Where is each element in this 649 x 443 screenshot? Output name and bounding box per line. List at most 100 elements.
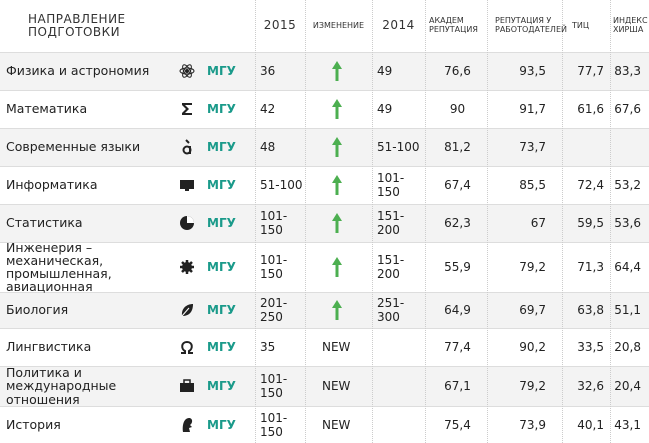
citations-value: 72,4 xyxy=(577,178,604,192)
hirsch-value: 20,8 xyxy=(614,340,641,354)
change-value: NEW xyxy=(322,340,351,354)
subject-name: Политика и международные отношения xyxy=(6,365,117,407)
citations-value: 32,6 xyxy=(577,379,604,393)
employer-value: 73,9 xyxy=(519,417,546,432)
hirsch-value: 64,4 xyxy=(614,260,641,274)
column-divider xyxy=(610,0,611,443)
column-header: РЕПУТАЦИЯ У РАБОТОДАТЕЛЕЙ xyxy=(495,16,567,34)
y2014-value: 49 xyxy=(377,64,393,78)
employer-value: 91,7 xyxy=(519,102,546,116)
hirsch-value: 53,6 xyxy=(614,216,641,230)
hirsch-value: 53,2 xyxy=(614,178,641,192)
academic-value: 67,1 xyxy=(444,379,471,393)
academic-value: 75,4 xyxy=(444,417,471,432)
y2014-value: 251-300 xyxy=(377,296,405,324)
column-header: НАПРАВЛЕНИЕ ПОДГОТОВКИ xyxy=(28,11,126,39)
subject-icon xyxy=(180,379,194,392)
subject-name: Математика xyxy=(6,101,88,117)
up-arrow xyxy=(332,300,342,320)
change-value: NEW xyxy=(322,417,351,432)
university: МГУ xyxy=(207,340,236,354)
university: МГУ xyxy=(207,260,236,274)
subject-icon xyxy=(180,260,194,274)
column-header: 2015 xyxy=(263,18,297,33)
up-arrow xyxy=(332,61,342,81)
employer-value: 93,5 xyxy=(519,64,546,78)
y2015-value: 35 xyxy=(260,340,276,354)
university: МГУ xyxy=(207,64,236,78)
subject-name: Физика и астрономия xyxy=(6,63,150,79)
academic-value: 55,9 xyxy=(444,260,471,274)
up-arrow xyxy=(332,257,342,277)
column-header: ТИЦ xyxy=(572,20,590,30)
y2015-value: 48 xyxy=(260,140,276,154)
row-bg xyxy=(0,128,649,166)
citations-value: 33,5 xyxy=(577,340,604,354)
subject-name: Инженерия – механическая, промышленная, … xyxy=(6,239,112,295)
hirsch-value: 83,3 xyxy=(614,64,641,78)
up-arrow xyxy=(332,213,342,233)
y2014-value: 101-150 xyxy=(377,171,405,199)
academic-value: 67,4 xyxy=(444,178,471,192)
academic-value: 77,4 xyxy=(444,340,471,354)
subject-icon xyxy=(180,180,194,191)
academic-value: 76,6 xyxy=(444,64,471,78)
employer-value: 85,5 xyxy=(519,178,546,192)
row-bg xyxy=(0,90,649,128)
university: МГУ xyxy=(207,140,236,154)
employer-value: 79,2 xyxy=(519,260,546,274)
hirsch-value: 20,4 xyxy=(614,379,641,393)
column-header: ИЗМЕНЕНИЕ xyxy=(312,20,365,30)
subject-name: Биология xyxy=(6,302,69,318)
university: МГУ xyxy=(207,216,236,230)
column-header: ИНДЕКС ХИРША xyxy=(613,16,648,34)
employer-value: 69,7 xyxy=(519,303,546,317)
subject-name: История xyxy=(6,416,61,432)
hirsch-value: 51,1 xyxy=(614,303,641,317)
row-bg xyxy=(0,328,649,366)
university: МГУ xyxy=(207,102,236,116)
up-arrow xyxy=(332,99,342,119)
employer-value: 67 xyxy=(530,216,546,230)
university: МГУ xyxy=(207,417,236,432)
university: МГУ xyxy=(207,178,236,192)
y2015-value: 101-150 xyxy=(260,372,288,400)
y2015-value: 101-150 xyxy=(260,410,288,439)
subject-icon xyxy=(182,139,192,155)
citations-value: 59,5 xyxy=(577,216,604,230)
academic-value: 64,9 xyxy=(444,303,471,317)
row-bg xyxy=(0,242,649,292)
row-bg xyxy=(0,204,649,242)
subject-icon xyxy=(180,216,194,230)
subject-name: Лингвистика xyxy=(6,339,92,355)
y2015-value: 101-150 xyxy=(260,209,288,237)
subject-name: Статистика xyxy=(6,215,83,231)
employer-value: 90,2 xyxy=(519,340,546,354)
up-arrow xyxy=(332,175,342,195)
subject-icon xyxy=(181,340,193,354)
row-bg xyxy=(0,166,649,204)
hirsch-value: 43,1 xyxy=(614,417,641,432)
citations-value: 77,7 xyxy=(577,64,604,78)
change-value: NEW xyxy=(322,379,351,393)
column-divider xyxy=(255,0,256,443)
citations-value: 63,8 xyxy=(577,303,604,317)
university: МГУ xyxy=(207,303,236,317)
y2015-value: 201-250 xyxy=(260,296,288,324)
row-bg xyxy=(0,292,649,328)
column-header: АКАДЕМ РЕПУТАЦИЯ xyxy=(429,16,478,34)
subject-icon xyxy=(182,103,192,115)
column-header: 2014 xyxy=(382,18,415,33)
up-arrow xyxy=(332,137,342,157)
y2015-value: 36 xyxy=(260,64,276,78)
subject-name: Информатика xyxy=(6,177,98,193)
y2014-value: 151-200 xyxy=(377,209,405,237)
y2015-value: 51-100 xyxy=(260,178,303,192)
university: МГУ xyxy=(207,379,236,393)
row-bg xyxy=(0,52,649,90)
y2014-value: 51-100 xyxy=(377,140,420,154)
column-divider xyxy=(425,0,426,443)
column-divider xyxy=(372,0,373,443)
column-divider xyxy=(562,0,563,443)
